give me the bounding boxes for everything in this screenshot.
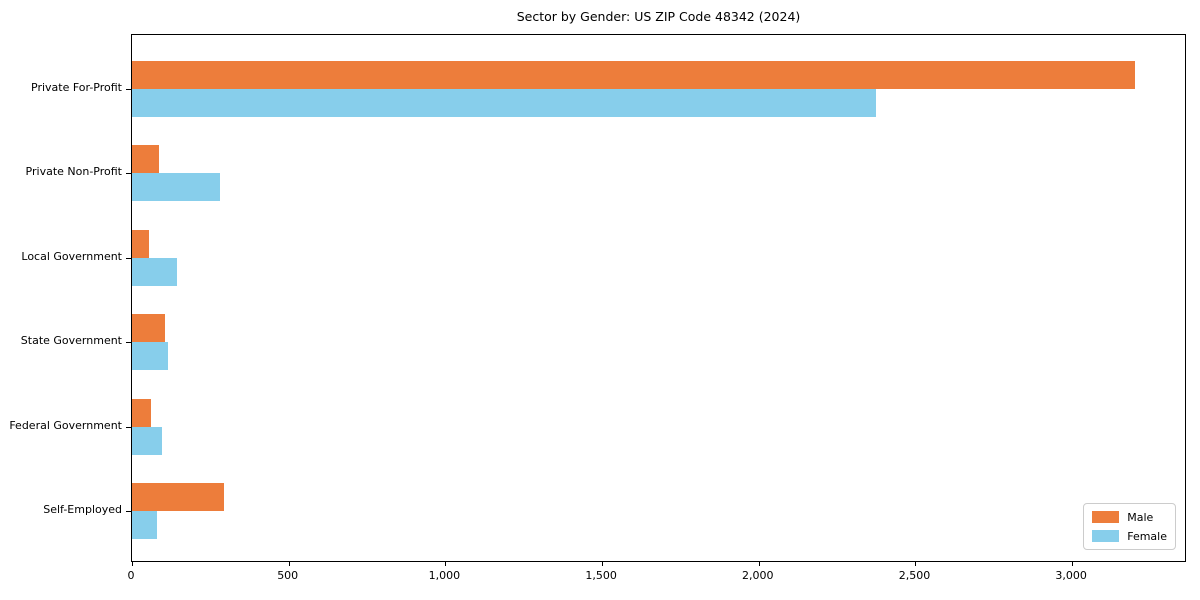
chart-title: Sector by Gender: US ZIP Code 48342 (202… [516, 9, 801, 24]
bar-female-2 [132, 257, 178, 286]
category-label-4: Federal Government [9, 418, 122, 432]
y-tick [126, 511, 131, 512]
y-tick [126, 173, 131, 175]
x-tick [132, 561, 133, 566]
bar-female-5 [132, 511, 158, 539]
y-tick [126, 342, 131, 344]
x-tick [915, 561, 917, 566]
bar-female-0 [132, 89, 877, 117]
x-tick [1072, 561, 1074, 566]
x-tick-label-6: 3,000 [1055, 569, 1087, 582]
bar-male-5 [132, 483, 225, 511]
x-tick [602, 561, 604, 566]
x-tick-label-3: 1,500 [585, 569, 617, 582]
legend: Male Female [1083, 503, 1176, 550]
category-label-5: Self-Employed [43, 503, 122, 516]
y-tick [126, 257, 131, 259]
legend-entry-male: Male [1092, 509, 1167, 525]
bar-female-1 [132, 173, 220, 202]
bar-female-3 [132, 342, 169, 371]
x-tick-label-0: 0 [127, 569, 135, 582]
legend-label-female: Female [1127, 529, 1167, 543]
bar-male-4 [132, 398, 151, 427]
category-label-2: Local Government [21, 249, 122, 263]
category-label-1: Private Non-Profit [25, 165, 122, 179]
x-tick-label-2: 1,000 [428, 569, 461, 582]
y-tick [126, 89, 131, 90]
category-label-3: State Government [20, 334, 122, 348]
category-label-0: Private For-Profit [31, 81, 122, 94]
male-series-swatch [1092, 511, 1120, 523]
y-tick [126, 426, 131, 428]
female-series-swatch [1092, 530, 1120, 542]
bar-male-1 [132, 145, 159, 174]
plot-area: Male Female [126, 34, 1186, 566]
bar-male-0 [132, 61, 1135, 89]
legend-label-male: Male [1127, 510, 1154, 524]
x-tick [758, 561, 760, 566]
bar-male-3 [132, 314, 165, 343]
x-tick [445, 561, 447, 566]
x-tick-label-1: 500 [277, 569, 299, 582]
legend-entry-female: Female [1092, 528, 1167, 544]
x-tick-label-4: 2,000 [742, 569, 774, 582]
bar-male-2 [132, 229, 150, 258]
x-tick-label-5: 2,500 [898, 569, 931, 582]
x-tick [288, 561, 290, 566]
bar-female-4 [132, 426, 162, 455]
